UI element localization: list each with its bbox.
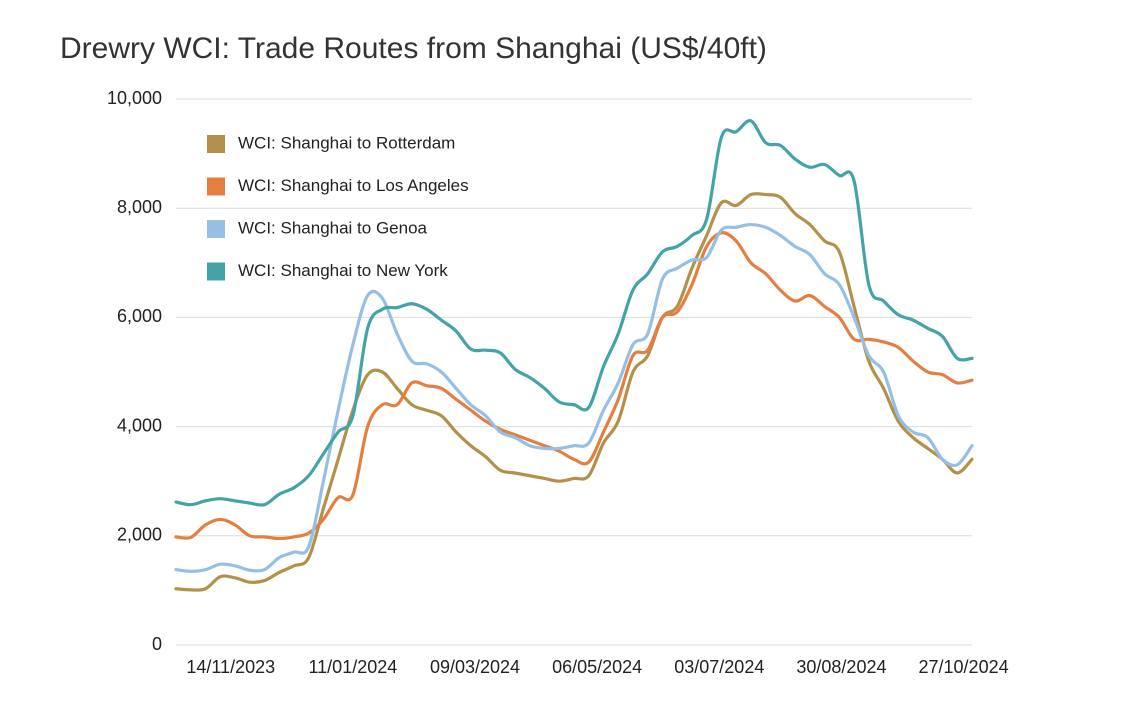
- series-line: [174, 119, 974, 507]
- y-tick-label: 0: [152, 634, 162, 654]
- y-tick-label: 4,000: [117, 415, 162, 435]
- legend-label: WCI: Shanghai to Genoa: [238, 218, 428, 237]
- x-tick-label: 09/03/2024: [430, 657, 520, 677]
- x-tick-label: 14/11/2023: [186, 657, 275, 677]
- y-tick-label: 2,000: [117, 525, 162, 545]
- legend-label: WCI: Shanghai to Los Angeles: [238, 176, 469, 195]
- series-line: [174, 222, 974, 573]
- x-tick-label: 27/10/2024: [919, 657, 1009, 677]
- x-tick-label: 03/07/2024: [674, 657, 764, 677]
- y-tick-label: 6,000: [117, 306, 162, 326]
- legend-swatch: [207, 135, 225, 153]
- legend-swatch: [207, 177, 225, 196]
- legend-swatch: [207, 220, 225, 238]
- series-line: [174, 231, 974, 541]
- x-tick-label: 06/05/2024: [552, 657, 642, 677]
- x-tick-label: 11/01/2024: [309, 657, 398, 677]
- legend-swatch: [207, 262, 225, 281]
- legend-label: WCI: Shanghai to Rotterdam: [238, 133, 455, 152]
- series-line: [174, 192, 974, 592]
- x-tick-label: 30/08/2024: [796, 657, 886, 677]
- legend-label: WCI: Shanghai to New York: [238, 261, 448, 280]
- y-tick-label: 10,000: [107, 88, 162, 108]
- chart-title: Drewry WCI: Trade Routes from Shanghai (…: [60, 32, 767, 65]
- y-tick-label: 8,000: [117, 197, 162, 217]
